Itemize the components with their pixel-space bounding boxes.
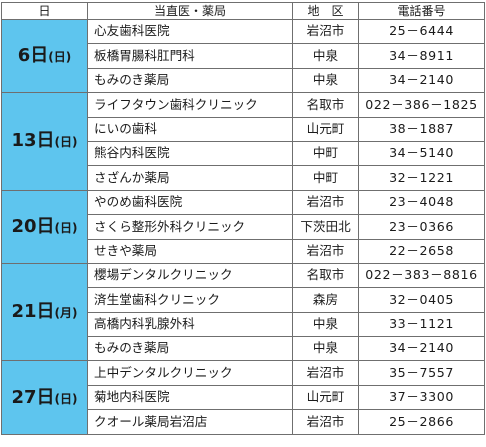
phone-number: 34－2140 — [358, 67, 485, 94]
table-row: 熊谷内科医院 中町 34－5140 — [2, 140, 485, 167]
phone-number: 23－0366 — [358, 214, 485, 240]
facility-name: 櫻場デンタルクリニック — [87, 262, 293, 289]
phone-number: 33－1121 — [358, 311, 485, 338]
phone-number: 22－2658 — [358, 238, 485, 264]
area-name: 岩沼市 — [292, 360, 359, 386]
area-name: 岩沼市 — [292, 238, 359, 264]
table-header: 日 当直医・薬局 地 区 電話番号 — [1, 2, 485, 20]
table-body: 6日(日) 心友歯科医院 岩沼市 25－6444 板橋胃腸科肛門科 中泉 34－8911 もみ… — [1, 18, 485, 435]
duty-schedule-table: 日 当直医・薬局 地 区 電話番号 6日(日) 心友歯科医院 岩沼市 25－6444 板… — [1, 2, 485, 435]
area-name: 中町 — [292, 165, 359, 191]
area-name: 名取市 — [292, 262, 359, 289]
header-tel: 電話番号 — [358, 2, 485, 20]
header-row: 日 当直医・薬局 地 区 電話番号 — [1, 2, 485, 20]
area-name: 森房 — [292, 287, 359, 313]
facility-name: さざんか薬局 — [87, 165, 293, 191]
phone-number: 37－3300 — [358, 384, 485, 411]
table-row: 27日(日) 上中デンタルクリニック 岩沼市 35－7557 — [1, 360, 485, 435]
table-row: 21日(月) 櫻場デンタルクリニック 名取市 022－383－8816 — [1, 262, 485, 362]
facility-name: 熊谷内科医院 — [87, 140, 293, 167]
phone-number: 34－2140 — [358, 336, 485, 362]
facility-name: にいの歯科 — [87, 116, 293, 142]
day-number: 6日 — [17, 45, 49, 67]
table-row: 済生堂歯科クリニック 森房 32－0405 — [2, 287, 485, 313]
facility-name: 菊地内科医院 — [87, 384, 293, 411]
phone-number: 022－386－1825 — [358, 92, 485, 118]
area-name: 山元町 — [292, 384, 359, 411]
area-name: 山元町 — [292, 116, 359, 142]
facility-name: さくら整形外科クリニック — [87, 214, 293, 240]
phone-number: 34－8911 — [358, 43, 485, 69]
facility-name: 心友歯科医院 — [87, 18, 293, 45]
day-weekday: (日) — [54, 220, 78, 235]
day-cell: 27日(日) — [1, 360, 88, 435]
area-name: 岩沼市 — [292, 18, 359, 45]
facility-name: せきや薬局 — [87, 238, 293, 264]
table-row: 板橋胃腸科肛門科 中泉 34－8911 — [2, 43, 485, 69]
area-name: 岩沼市 — [292, 189, 359, 216]
area-name: 下茨田北 — [292, 214, 359, 240]
facility-name: ライフタウン歯科クリニック — [87, 92, 293, 118]
table-row: 高橋内科乳腺外科 中泉 33－1121 — [2, 311, 485, 338]
header-name: 当直医・薬局 — [87, 2, 293, 20]
area-name: 中泉 — [292, 311, 359, 338]
facility-name: 板橋胃腸科肛門科 — [87, 43, 293, 69]
day-cell: 20日(日) — [1, 189, 88, 264]
table-row: さざんか薬局 中町 32－1221 — [2, 165, 485, 191]
phone-number: 25－2866 — [358, 409, 485, 435]
table-row: 菊地内科医院 山元町 37－3300 — [2, 384, 485, 411]
area-name: 中泉 — [292, 336, 359, 362]
area-name: 中町 — [292, 140, 359, 167]
day-weekday: (日) — [54, 391, 78, 406]
table-row: もみのき薬局 中泉 34－2140 — [2, 336, 485, 362]
phone-number: 34－5140 — [358, 140, 485, 167]
day-number: 13日 — [11, 130, 55, 152]
table-row: クオール薬局岩沼店 岩沼市 25－2866 — [2, 409, 485, 435]
phone-number: 23－4048 — [358, 189, 485, 216]
facility-name: 高橋内科乳腺外科 — [87, 311, 293, 338]
day-cell: 6日(日) — [1, 18, 88, 94]
facility-name: 済生堂歯科クリニック — [87, 287, 293, 313]
day-weekday: (日) — [54, 135, 78, 150]
area-name: 名取市 — [292, 92, 359, 118]
phone-number: 38－1887 — [358, 116, 485, 142]
table-row: さくら整形外科クリニック 下茨田北 23－0366 — [2, 214, 485, 240]
phone-number: 25－6444 — [358, 18, 485, 45]
phone-number: 32－0405 — [358, 287, 485, 313]
header-area: 地 区 — [292, 2, 359, 20]
day-cell: 21日(月) — [1, 262, 88, 362]
phone-number: 35－7557 — [358, 360, 485, 386]
facility-name: やのめ歯科医院 — [87, 189, 293, 216]
facility-name: もみのき薬局 — [87, 67, 293, 94]
area-name: 岩沼市 — [292, 409, 359, 435]
table-row: にいの歯科 山元町 38－1887 — [2, 116, 485, 142]
day-number: 21日 — [11, 301, 55, 323]
facility-name: もみのき薬局 — [87, 336, 293, 362]
day-weekday: (月) — [54, 306, 78, 321]
table-row: もみのき薬局 中泉 34－2140 — [2, 67, 485, 94]
day-number: 27日 — [11, 386, 55, 408]
area-name: 中泉 — [292, 43, 359, 69]
area-name: 中泉 — [292, 67, 359, 94]
day-cell: 13日(日) — [1, 92, 88, 191]
day-number: 20日 — [11, 215, 55, 237]
facility-name: 上中デンタルクリニック — [87, 360, 293, 386]
phone-number: 022－383－8816 — [358, 262, 485, 289]
header-day: 日 — [1, 2, 88, 20]
table-row: 13日(日) ライフタウン歯科クリニック 名取市 022－386－1825 — [1, 92, 485, 191]
phone-number: 32－1221 — [358, 165, 485, 191]
facility-name: クオール薬局岩沼店 — [87, 409, 293, 435]
day-weekday: (日) — [48, 50, 72, 65]
table-row: 20日(日) やのめ歯科医院 岩沼市 23－4048 — [1, 189, 485, 264]
table-row: せきや薬局 岩沼市 22－2658 — [2, 238, 485, 264]
table-row: 6日(日) 心友歯科医院 岩沼市 25－6444 — [1, 18, 485, 94]
